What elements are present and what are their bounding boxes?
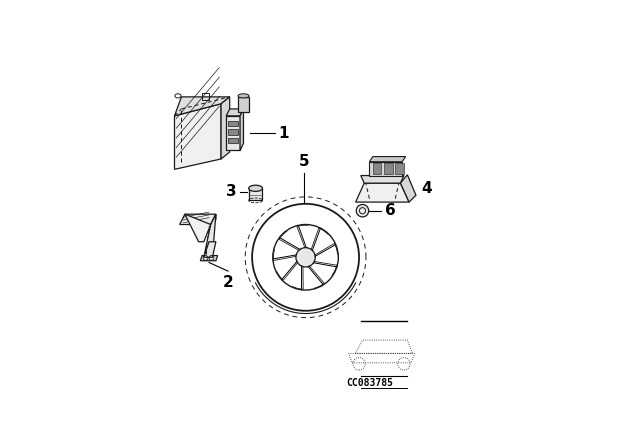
Polygon shape — [228, 138, 238, 143]
Polygon shape — [361, 176, 404, 183]
Polygon shape — [175, 97, 230, 116]
Polygon shape — [249, 188, 262, 200]
Text: 4: 4 — [421, 181, 432, 196]
Text: CC083785: CC083785 — [347, 378, 394, 388]
Polygon shape — [356, 183, 409, 202]
Polygon shape — [204, 214, 216, 257]
Polygon shape — [226, 116, 240, 151]
Polygon shape — [204, 242, 216, 257]
Polygon shape — [228, 129, 238, 135]
Polygon shape — [401, 175, 416, 202]
Polygon shape — [226, 109, 243, 116]
Polygon shape — [384, 164, 392, 174]
Polygon shape — [369, 156, 406, 162]
Polygon shape — [180, 214, 216, 224]
Text: 2: 2 — [223, 275, 234, 289]
Polygon shape — [240, 109, 243, 151]
Polygon shape — [238, 97, 249, 112]
Polygon shape — [221, 97, 230, 159]
Polygon shape — [200, 255, 218, 261]
Circle shape — [296, 248, 316, 267]
Ellipse shape — [249, 185, 262, 191]
Polygon shape — [369, 162, 402, 176]
Polygon shape — [395, 164, 404, 174]
Text: 5: 5 — [298, 154, 309, 169]
Polygon shape — [373, 164, 381, 174]
Polygon shape — [185, 214, 211, 242]
Polygon shape — [175, 104, 221, 169]
Text: 6: 6 — [385, 203, 396, 218]
Polygon shape — [211, 214, 216, 230]
Ellipse shape — [238, 94, 249, 98]
Circle shape — [356, 204, 369, 217]
Text: 1: 1 — [278, 125, 289, 141]
Text: 3: 3 — [226, 184, 237, 199]
Polygon shape — [228, 121, 238, 126]
